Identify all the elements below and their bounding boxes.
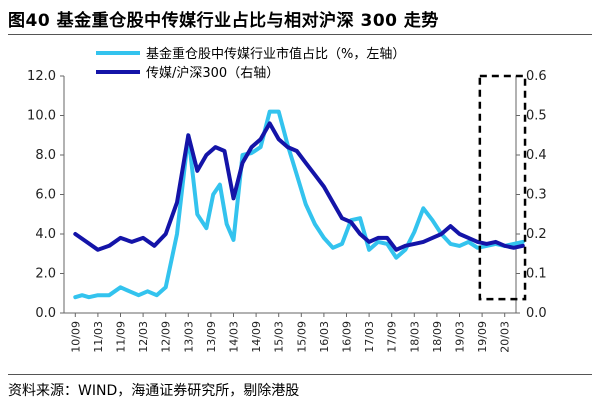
x-tick-label: 14/03: [228, 321, 241, 353]
y-right-tick-label: 0.0: [526, 306, 547, 321]
y-left-tick-label: 0.0: [35, 306, 56, 321]
x-tick-label: 11/03: [92, 321, 105, 353]
x-tick-label: 11/09: [115, 321, 128, 353]
x-tick-label: 20/03: [499, 321, 512, 353]
axes-group: 0.0 2.0 4.0 6.0 8.0 10.0 12.0 0.0 0.1 0.2 0.3 0.4 0.…: [27, 69, 547, 353]
y-right-tick-label: 0.5: [526, 109, 547, 124]
y-right-tick-label: 0.3: [526, 188, 547, 203]
annotation-group: [478, 74, 527, 301]
y-right-tick-label: 0.6: [526, 69, 547, 84]
legend-label-2: 传媒/沪深300（右轴）: [146, 65, 279, 81]
chart-title: 图40 基金重仓股中传媒行业占比与相对沪深 300 走势: [8, 11, 439, 31]
x-tick-label: 18/09: [431, 321, 444, 353]
y-left-tick-label: 8.0: [35, 148, 56, 163]
footer-divider: [8, 374, 592, 375]
x-tick-label: 18/03: [408, 321, 421, 353]
y-left-tick-label: 2.0: [35, 267, 56, 282]
y-left-tick-label: 10.0: [27, 109, 56, 124]
x-tick-label: 10/09: [69, 321, 82, 353]
highlight-dashed-box: [478, 74, 527, 301]
x-tick-label: 19/09: [476, 321, 489, 353]
x-tick-label: 19/03: [454, 321, 467, 353]
legend-group: 基金重仓股中传媒行业市值占比（%，左轴） 传媒/沪深300（右轴）: [96, 46, 405, 81]
x-tick-label: 12/03: [137, 321, 150, 353]
line-chart: 0.0 2.0 4.0 6.0 8.0 10.0 12.0 0.0 0.1 0.2 0.3 0.4 0.…: [27, 46, 547, 353]
x-tick-label: 15/03: [273, 321, 286, 353]
x-tick-label: 16/09: [341, 321, 354, 353]
x-tick-label: 13/09: [205, 321, 218, 353]
x-tick-label: 16/03: [318, 321, 331, 353]
x-tick-label: 17/03: [363, 321, 376, 353]
series-group: [73, 109, 525, 300]
y-right-tick-label: 0.2: [526, 227, 547, 242]
x-tick-label: 14/09: [250, 321, 263, 353]
source-note: 资料来源：WIND，海通证券研究所，剔除港股: [8, 383, 300, 399]
y-right-tick-label: 0.4: [526, 148, 547, 163]
y-left-tick-label: 12.0: [27, 69, 56, 84]
legend-label-1: 基金重仓股中传媒行业市值占比（%，左轴）: [146, 46, 405, 62]
x-tick-label: 13/03: [182, 321, 195, 353]
title-divider: [8, 34, 592, 35]
series-line-2: [73, 121, 525, 252]
x-tick-label: 12/09: [160, 321, 173, 353]
x-tick-label: 15/09: [295, 321, 308, 353]
y-right-tick-label: 0.1: [526, 267, 547, 282]
y-left-tick-label: 6.0: [35, 188, 56, 203]
series-line-1: [73, 109, 525, 300]
y-left-tick-label: 4.0: [35, 227, 56, 242]
x-tick-label: 17/09: [386, 321, 399, 353]
